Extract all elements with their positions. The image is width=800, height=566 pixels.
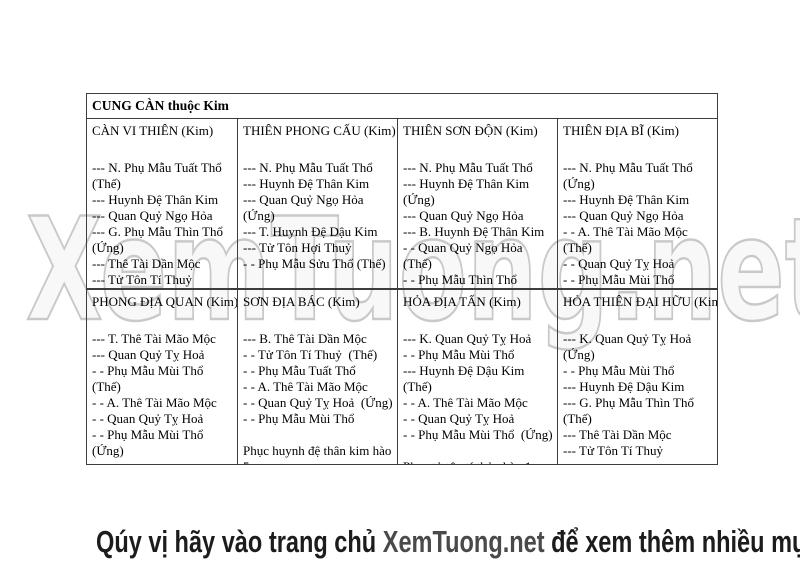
hexagram-line: - - Phụ Mẫu Mùi Thổ [563, 363, 675, 378]
hexagram-line [563, 459, 715, 464]
hexagram-line: --- Thê Tài Dần Mộc [92, 256, 201, 271]
hexagram-cell: CÀN VI THIÊN (Kim) --- N. Phụ Mẫu Tuất T… [87, 119, 238, 290]
hexagram-line: --- Tử Tôn Tí Thuỷ [92, 272, 192, 287]
hexagram-line: --- G. Phụ Mẫu Thìn Thổ (Thế) [563, 395, 701, 426]
hexagram-name: CÀN VI THIÊN (Kim) [92, 123, 214, 138]
hexagram-line: - - Quan Quỷ Tỵ Hoả [563, 256, 675, 271]
footer-prefix: Qúy vị hãy vào trang chủ [96, 524, 383, 559]
hexagram-line: --- Huynh Đệ Thân Kim (Ứng) [403, 176, 536, 207]
hexagram-name: HỎA ĐỊA TẤN (Kim) [403, 294, 521, 309]
hexagram-cell: THIÊN SƠN ĐỘN (Kim) --- N. Phụ Mẫu Tuất … [398, 119, 558, 290]
hexagram-line: --- G. Phụ Mẫu Thìn Thổ [92, 224, 223, 239]
hexagram-lines: --- T. Thê Tài Mão Mộc --- Quan Quỷ Tỵ Ho… [92, 331, 235, 464]
cung-table: CUNG CÀN thuộc Kim CÀN VI THIÊN (Kim) --… [86, 93, 718, 465]
hexagram-line [403, 443, 555, 459]
hexagram-line: Phục tử tôn tí thủy hào 1 [403, 459, 555, 464]
hexagram-line: - - Phụ Mẫu Sửu Thổ (Thế) [243, 256, 386, 271]
hexagram-line: - - Phụ Mẫu Mùi Thổ [243, 411, 355, 426]
hexagram-line: - - Phụ Mẫu Thìn Thổ [403, 272, 517, 287]
hexagram-lines: --- K. Quan Quỷ Tỵ Hoả - - Phụ Mẫu Mùi Th… [403, 331, 555, 464]
hexagram-cell: PHONG ĐỊA QUAN (Kim) --- T. Thê Tài Mão … [87, 290, 238, 464]
hexagram-line: --- K. Quan Quỷ Tỵ Hoả [403, 331, 532, 346]
hexagram-line: --- K. Quan Quỷ Tỵ Hoả (Ứng) [563, 331, 698, 362]
hexagram-cell: HỎA THIÊN ĐẠI HỮU (Kim) --- K. Quan Quỷ … [558, 290, 717, 464]
hexagram-line: - - Tử Tôn Tí Thuỷ (Thế) [243, 347, 378, 362]
hexagram-line: --- B. Huynh Đệ Thân Kim [403, 224, 545, 239]
hexagram-line: - - Phụ Mẫu Mùi Thổ (Ứng) [92, 427, 210, 458]
hexagram-line [92, 459, 235, 464]
hexagram-line: --- Quan Quỷ Ngọ Hỏa [403, 208, 524, 223]
hexagram-line: --- Quan Quỷ Ngọ Hỏa [563, 208, 684, 223]
hexagram-line: --- T. Huynh Đệ Dậu Kim [243, 224, 378, 239]
hexagram-line: --- Huynh Đệ Thân Kim [92, 192, 219, 207]
hexagram-lines: --- N. Phụ Mẫu Tuất Thổ (Ứng) --- Huynh Đ… [563, 160, 715, 288]
hexagram-line: - - Quan Quỷ Tỵ Hoả (Ứng) [243, 395, 393, 410]
hexagram-line: --- Huynh Đệ Dậu Kim [563, 379, 685, 394]
hexagram-line: - - Quan Quỷ Tỵ Hoả [403, 411, 515, 426]
hexagram-line: --- Quan Quỷ Ngọ Hỏa [92, 208, 213, 223]
hexagram-cell: THIÊN ĐỊA BĨ (Kim) --- N. Phụ Mẫu Tuất T… [558, 119, 717, 290]
hexagram-lines: --- K. Quan Quỷ Tỵ Hoả (Ứng) - - Phụ Mẫu … [563, 331, 715, 464]
footer-text: Qúy vị hãy vào trang chủ XemTuong.net để… [96, 523, 800, 561]
hexagram-line: Phục huynh đệ thân kim hào 5 [243, 443, 392, 464]
hexagram-line [243, 272, 395, 288]
hexagram-line: (Ứng) [92, 240, 124, 255]
hexagram-cell: THIÊN PHONG CẤU (Kim) --- N. Phụ Mẫu Tuấ… [238, 119, 398, 290]
hexagram-line: --- Thê Tài Dần Mộc [563, 427, 672, 442]
hexagram-line: --- N. Phụ Mẫu Tuất Thổ [92, 160, 222, 175]
hexagram-line: --- T. Thê Tài Mão Mộc [92, 331, 216, 346]
hexagram-name: PHONG ĐỊA QUAN (Kim) [92, 294, 238, 309]
hexagram-line: --- Tử Tôn Tí Thuỷ [563, 443, 663, 458]
hexagram-line: --- B. Thê Tài Dần Mộc [243, 331, 367, 346]
hexagram-line: - - Phụ Mẫu Mùi Thổ [563, 272, 675, 287]
hexagram-line: - - Phụ Mẫu Tuất Thổ [243, 363, 356, 378]
hexagram-line: --- N. Phụ Mẫu Tuất Thổ (Ứng) [563, 160, 700, 191]
hexagram-line: - - A. Thê Tài Mão Mộc [403, 395, 528, 410]
hexagram-line: --- Tử Tôn Hợi Thuỷ [243, 240, 352, 255]
hexagram-line: --- Huynh Đệ Thân Kim [243, 176, 370, 191]
hexagram-line: - - A. Thê Tài Mão Mộc (Thế) [563, 224, 695, 255]
hexagram-cell: HỎA ĐỊA TẤN (Kim) --- K. Quan Quỷ Tỵ Hoả… [398, 290, 558, 464]
hexagram-lines: --- N. Phụ Mẫu Tuất Thổ (Thế) --- Huynh Đệ… [92, 160, 235, 288]
hexagram-line: - - Quan Quỷ Tỵ Hoả [92, 411, 204, 426]
hexagram-name: THIÊN SƠN ĐỘN (Kim) [403, 123, 538, 138]
hexagram-grid: CÀN VI THIÊN (Kim) --- N. Phụ Mẫu Tuất T… [87, 119, 717, 464]
hexagram-line: --- Huynh Đệ Thân Kim [563, 192, 690, 207]
hexagram-line: --- N. Phụ Mẫu Tuất Thổ [403, 160, 533, 175]
hexagram-line: --- Huynh Đệ Dậu Kim (Thế) [403, 363, 531, 394]
hexagram-line: (Thế) [92, 176, 121, 191]
hexagram-name: THIÊN PHONG CẤU (Kim) [243, 123, 396, 138]
table-title: CUNG CÀN thuộc Kim [87, 94, 717, 119]
hexagram-line [243, 427, 395, 443]
hexagram-lines: --- N. Phụ Mẫu Tuất Thổ --- Huynh Đệ Thân… [243, 160, 395, 288]
hexagram-line: --- Quan Quỷ Tỵ Hoả [92, 347, 205, 362]
hexagram-cell: SƠN ĐỊA BÁC (Kim) --- B. Thê Tài Dần Mộc… [238, 290, 398, 464]
hexagram-lines: --- N. Phụ Mẫu Tuất Thổ --- Huynh Đệ Thân… [403, 160, 555, 288]
hexagram-name: THIÊN ĐỊA BĨ (Kim) [563, 123, 679, 138]
hexagram-line: - - Phụ Mẫu Mùi Thổ (Thế) [92, 363, 210, 394]
hexagram-lines: --- B. Thê Tài Dần Mộc - - Tử Tôn Tí Thuỷ… [243, 331, 395, 464]
hexagram-line: - - A. Thê Tài Mão Mộc [92, 395, 217, 410]
footer-link[interactable]: XemTuong.net [382, 524, 545, 559]
hexagram-line: - - A. Thê Tài Mão Mộc [243, 379, 368, 394]
hexagram-line: - - Phụ Mẫu Mùi Thổ (Ứng) [403, 427, 553, 442]
hexagram-name: SƠN ĐỊA BÁC (Kim) [243, 294, 360, 309]
hexagram-line: - - Quan Quỷ Ngọ Hỏa (Thế) [403, 240, 530, 271]
hexagram-name: HỎA THIÊN ĐẠI HỮU (Kim) [563, 294, 717, 309]
footer-suffix: để xem thêm nhiều mục hay khác [551, 524, 800, 559]
hexagram-line: --- Quan Quỷ Ngọ Hỏa (Ứng) [243, 192, 371, 223]
hexagram-line: - - Phụ Mẫu Mùi Thổ [403, 347, 515, 362]
hexagram-line: --- N. Phụ Mẫu Tuất Thổ [243, 160, 373, 175]
